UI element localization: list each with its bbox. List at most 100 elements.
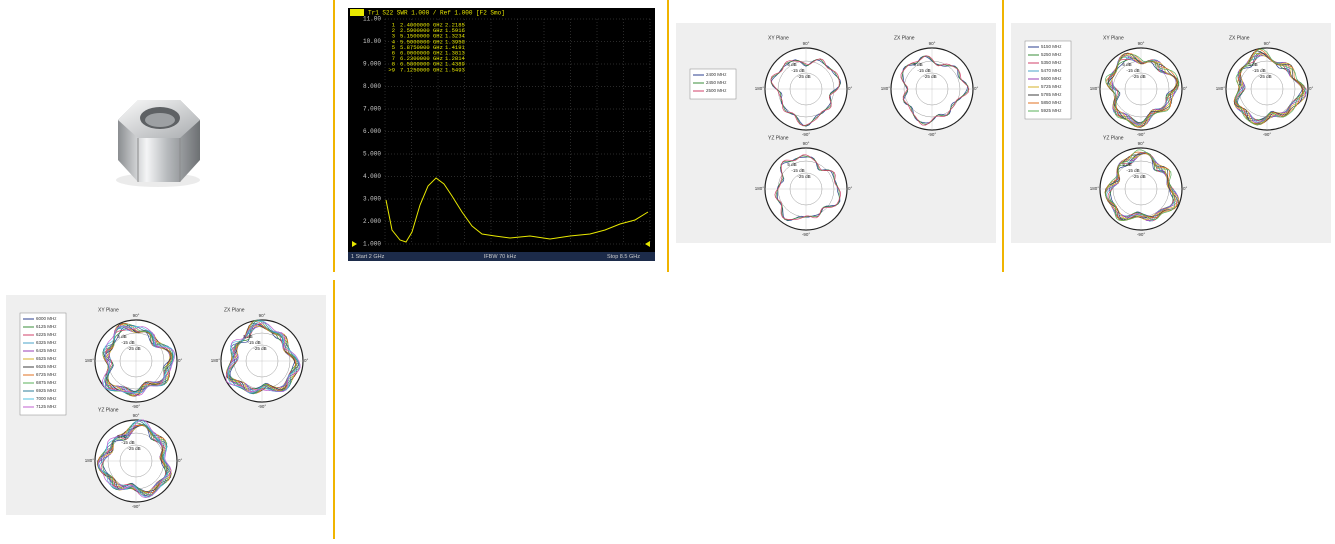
legend-label: 6425 MHz — [36, 348, 57, 353]
ring-label: -25 dB — [1132, 74, 1145, 79]
ring-label: -15 dB — [121, 440, 134, 445]
pattern-trace — [1234, 48, 1306, 126]
legend-label: 5850 MHz — [1041, 100, 1062, 105]
legend-label: 7125 MHz — [36, 404, 57, 409]
dividers — [333, 0, 1004, 539]
plane-title: XY Plane — [768, 35, 789, 41]
marker-value: 1.5916 — [445, 27, 465, 34]
pattern-trace — [1107, 152, 1176, 222]
marker-value: 2.2185 — [445, 21, 465, 28]
pattern-trace — [1234, 49, 1304, 126]
pattern-trace — [1109, 56, 1178, 125]
pattern-trace — [98, 419, 172, 498]
marker-id: 8 — [392, 61, 395, 68]
marker-id: 5 — [392, 44, 395, 51]
marker-id: >9 — [388, 66, 395, 73]
legend-label: 5600 MHz — [1041, 76, 1062, 81]
marker-freq: 5.1500000 GHz — [400, 33, 443, 40]
y-axis-label: 3.000 — [363, 196, 381, 203]
angle-label: 0° — [1183, 86, 1188, 91]
ring-label: 5 dB — [787, 62, 796, 67]
legend-label: 6925 MHz — [36, 388, 57, 393]
legend-label: 6225 MHz — [36, 332, 57, 337]
legend-label: 2400 MHz — [706, 72, 727, 77]
angle-label: -90° — [802, 232, 811, 237]
ring-label: -25 dB — [797, 74, 810, 79]
legend-label: 5350 MHz — [1041, 60, 1062, 65]
legend-box — [689, 68, 737, 100]
angle-label: 0° — [1183, 186, 1188, 191]
marker-freq: 7.1250000 GHz — [400, 66, 443, 73]
pattern-trace — [1105, 149, 1176, 221]
marker-value: 1.2814 — [445, 55, 466, 62]
plane-title: XY Plane — [98, 307, 119, 313]
marker-id: 7 — [392, 55, 395, 62]
plane-title: YZ Plane — [98, 407, 119, 413]
angle-label: -90° — [928, 132, 937, 137]
marker-id: 6 — [392, 49, 395, 56]
pattern-trace — [97, 425, 171, 494]
legend-label: 7000 MHz — [36, 396, 57, 401]
marker-freq: 6.0000000 GHz — [400, 49, 443, 56]
angle-label: 90° — [259, 313, 266, 318]
plane-title: ZX Plane — [1229, 35, 1250, 41]
ring-label: -15 dB — [1126, 168, 1139, 173]
radiation-pattern-image[interactable]: 2400 MHz 2450 MHz 2500 MHz XY Plane 90° -90° 1… — [676, 23, 996, 243]
angle-label: 90° — [1264, 41, 1271, 46]
legend-box — [19, 312, 67, 416]
pattern-trace — [900, 55, 970, 126]
y-axis-label: 5.000 — [363, 151, 381, 158]
angle-label: 180° — [1216, 86, 1226, 91]
radiation-pattern-image[interactable]: 5150 MHz 5250 MHz 5350 MHz 5470 MHz 5600 MHz… — [1011, 23, 1331, 243]
legend-label: 5150 MHz — [1041, 44, 1062, 49]
pattern-trace — [1105, 53, 1179, 128]
ring-label: -15 dB — [1126, 68, 1139, 73]
legend-label: 2450 MHz — [706, 80, 727, 85]
angle-label: 0° — [848, 86, 853, 91]
angle-label: 0° — [848, 186, 853, 191]
angle-label: 90° — [133, 413, 140, 418]
legend-label: 6000 MHz — [36, 316, 57, 321]
y-axis-label: 7.000 — [363, 106, 381, 113]
ring-label: -25 dB — [797, 174, 810, 179]
marker-value: 1.3234 — [445, 33, 466, 40]
footer-ifbw: IFBW 70 kHz — [484, 254, 517, 260]
angle-label: 0° — [178, 458, 183, 463]
legend-label: 5470 MHz — [1041, 68, 1062, 73]
ring-label: 5 dB — [117, 434, 126, 439]
ring-label: -25 dB — [923, 74, 936, 79]
ring-label: 5 dB — [1122, 162, 1131, 167]
vna-screenshot[interactable]: Tr1 S22 SWR 1.000 / Ref 1.000 [F2 Smo]11… — [348, 8, 655, 261]
ring-label: -25 dB — [127, 446, 140, 451]
pattern-trace — [1111, 54, 1177, 127]
angle-label: -90° — [1137, 132, 1146, 137]
angle-label: 180° — [1090, 186, 1100, 191]
vna-header: Tr1 S22 SWR 1.000 / Ref 1.000 [F2 Smo] — [368, 10, 505, 17]
legend-label: 5725 MHz — [1041, 84, 1062, 89]
ring-label: 5 dB — [913, 62, 922, 67]
angle-label: 0° — [304, 358, 309, 363]
marker-freq: 2.4000000 GHz — [400, 21, 443, 28]
ring-label: -15 dB — [791, 68, 804, 73]
y-axis-label: 9.000 — [363, 61, 381, 68]
pattern-trace — [770, 58, 840, 126]
pattern-trace — [102, 322, 173, 397]
marker-value: 1.5493 — [445, 66, 465, 73]
ring-label: -25 dB — [253, 346, 266, 351]
marker-freq: 6.5800000 GHz — [400, 61, 443, 68]
y-axis-label: 11.00 — [363, 16, 381, 23]
hex-nut-image[interactable] — [116, 100, 200, 187]
ring-label: -25 dB — [1132, 174, 1145, 179]
legend-label: 6875 MHz — [36, 380, 57, 385]
angle-label: -90° — [132, 504, 141, 509]
angle-label: 90° — [803, 41, 810, 46]
radiation-pattern-image[interactable]: 6000 MHz 6125 MHz 6225 MHz 6325 MHz 6425 MHz… — [6, 295, 326, 515]
ring-label: 5 dB — [1122, 62, 1131, 67]
legend-label: 2500 MHz — [706, 88, 727, 93]
angle-label: 180° — [85, 358, 95, 363]
ring-label: -15 dB — [247, 340, 260, 345]
marker-id: 1 — [392, 21, 396, 28]
swr-trace — [385, 177, 649, 243]
angle-label: 90° — [1138, 41, 1145, 46]
legend-label: 6625 MHz — [36, 364, 57, 369]
